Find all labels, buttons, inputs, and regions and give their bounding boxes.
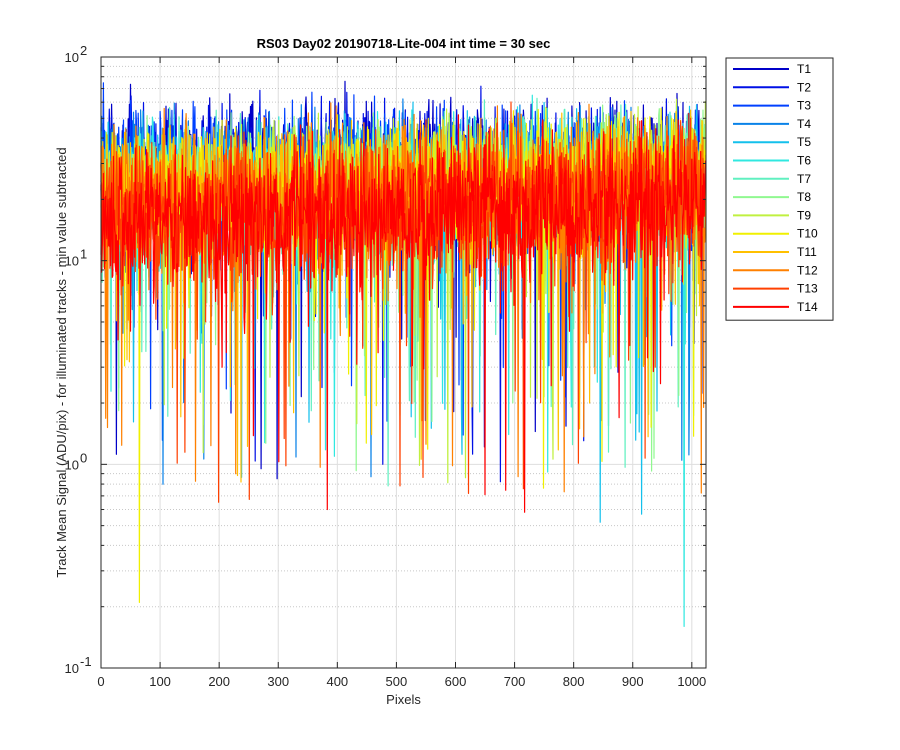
series-line-t14 xyxy=(100,114,706,513)
y-tick-exponent: -1 xyxy=(80,654,92,669)
y-tick-label: 10 xyxy=(65,661,79,676)
series-lines xyxy=(100,80,706,627)
x-tick-label: 700 xyxy=(504,674,526,689)
y-tick-exponent: 1 xyxy=(80,247,87,262)
legend-label-t8: T8 xyxy=(797,190,811,204)
legend-label-t2: T2 xyxy=(797,80,811,94)
x-tick-label: 400 xyxy=(326,674,348,689)
legend-label-t11: T11 xyxy=(797,245,817,259)
y-tick-label: 10 xyxy=(65,254,79,269)
x-tick-label: 900 xyxy=(622,674,644,689)
x-axis-label: Pixels xyxy=(386,692,421,707)
legend-label-t6: T6 xyxy=(797,154,811,168)
x-tick-label: 200 xyxy=(208,674,230,689)
x-tick-label: 800 xyxy=(563,674,585,689)
legend: T1 T2 T3 T4 T5 T6 T7 T8 T9 T10 T11 T12 T13 T14 xyxy=(725,57,834,321)
y-axis-label: Track Mean Signal (ADU/pix) - for illumi… xyxy=(54,147,69,577)
x-tick-label: 600 xyxy=(445,674,467,689)
y-tick-label: 10 xyxy=(65,457,79,472)
legend-label-t14: T14 xyxy=(797,300,818,314)
legend-label-t7: T7 xyxy=(797,172,811,186)
x-tick-label: 100 xyxy=(149,674,171,689)
x-tick-label: 0 xyxy=(97,674,104,689)
chart-title: RS03 Day02 20190718-Lite-004 int time = … xyxy=(257,36,551,51)
legend-label-t4: T4 xyxy=(797,117,811,131)
legend-box xyxy=(725,57,834,321)
legend-label-t5: T5 xyxy=(797,135,811,149)
x-tick-label: 300 xyxy=(267,674,289,689)
y-tick-exponent: 0 xyxy=(80,450,87,465)
legend-label-t9: T9 xyxy=(797,208,811,222)
legend-label-t12: T12 xyxy=(797,263,818,277)
legend-label-t3: T3 xyxy=(797,99,811,113)
x-tick-label: 1000 xyxy=(677,674,706,689)
y-tick-exponent: 2 xyxy=(80,43,87,58)
legend-label-t1: T1 xyxy=(797,62,811,76)
x-tick-label: 500 xyxy=(386,674,408,689)
y-tick-label: 10 xyxy=(65,50,79,65)
legend-label-t10: T10 xyxy=(797,227,818,241)
plot-frame xyxy=(100,56,707,669)
legend-label-t13: T13 xyxy=(797,282,818,296)
